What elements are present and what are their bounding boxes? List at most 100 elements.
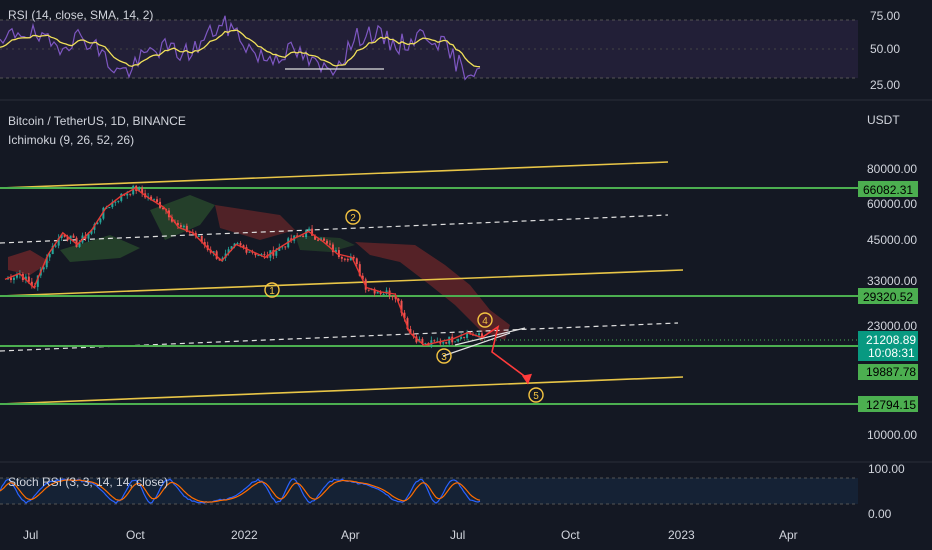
price-candles [6, 184, 483, 349]
candle-body [403, 312, 406, 319]
mid-channel-line [0, 269, 684, 297]
candle-body [45, 257, 48, 268]
price-panel[interactable]: Bitcoin / TetherUS, 1D, BINANCE Ichimoku… [0, 113, 918, 442]
candle-body [364, 279, 367, 290]
candle-body [96, 222, 99, 225]
candle-body [194, 232, 197, 237]
candle-body [400, 300, 403, 313]
candle-body [215, 251, 218, 259]
candle-body [242, 245, 245, 248]
rsi-tick: 25.00 [870, 78, 900, 92]
price-tick: 80000.00 [867, 162, 917, 176]
candle-body [442, 342, 445, 344]
candle-body [278, 247, 281, 251]
candle-body [379, 292, 382, 294]
last-price-badge: 21208.89 10:08:31 [858, 331, 918, 361]
projection-arrowhead [522, 373, 532, 385]
candle-body [349, 256, 352, 261]
candle-body [311, 228, 314, 236]
svg-text:12794.15: 12794.15 [866, 398, 916, 412]
stoch-legend: Stoch RSI (3, 3, 14, 14, close) [8, 475, 168, 489]
rsi-line [0, 15, 481, 81]
candle-body [132, 185, 135, 195]
candle-body [245, 247, 248, 253]
last-price-value: 21208.89 [866, 333, 916, 347]
candle-body [433, 340, 436, 342]
rsi-tick: 75.00 [870, 9, 900, 23]
candle-body [156, 199, 159, 202]
candle-body [466, 332, 469, 338]
candle-body [69, 235, 72, 241]
wave-label-2[interactable]: 2 [345, 209, 361, 225]
candle-body [27, 276, 30, 282]
candle-body [343, 258, 346, 260]
time-tick: 2022 [231, 528, 258, 542]
time-tick: 2023 [668, 528, 695, 542]
candle-body [48, 254, 51, 258]
stoch-tick: 100.00 [868, 462, 905, 476]
lower-channel-line [0, 376, 684, 405]
candle-body [9, 277, 12, 280]
wave-label-4[interactable]: 4 [477, 312, 493, 328]
candle-body [382, 293, 385, 295]
candle-body [317, 239, 320, 241]
candle-body [185, 225, 188, 232]
time-tick: Jul [450, 528, 465, 542]
time-tick: Apr [779, 528, 798, 542]
candle-body [406, 318, 409, 329]
candle-body [358, 264, 361, 276]
candle-body [254, 252, 257, 256]
candle-body [150, 196, 153, 201]
wave-label-1[interactable]: 1 [264, 282, 280, 298]
candle-body [302, 235, 305, 238]
rsi-panel[interactable]: RSI (14, close, SMA, 14, 2) 75.00 50.00 … [0, 8, 900, 92]
candle-body [30, 281, 33, 287]
candle-body [355, 258, 358, 265]
time-tick: Apr [341, 528, 360, 542]
candle-body [51, 245, 54, 255]
time-axis[interactable]: Jul Oct 2022 Apr Jul Oct 2023 Apr [23, 528, 798, 542]
candle-body [314, 235, 317, 240]
candle-body [373, 289, 376, 294]
candle-body [367, 289, 370, 291]
candle-body [138, 187, 141, 191]
svg-text:4: 4 [482, 316, 488, 327]
svg-text:1: 1 [269, 286, 275, 297]
candle-body [57, 238, 60, 246]
candle-body [391, 296, 394, 298]
wave-label-3[interactable]: 3 [436, 348, 452, 364]
stoch-rsi-panel[interactable]: Stoch RSI (3, 3, 14, 14, close) 100.00 0… [0, 462, 905, 521]
candle-body [212, 251, 215, 253]
candle-body [203, 242, 206, 246]
candle-body [394, 296, 397, 299]
candle-body [478, 333, 481, 336]
candle-body [24, 276, 27, 281]
candle-body [114, 201, 117, 203]
candle-body [328, 243, 331, 245]
candle-body [36, 275, 39, 287]
candle-body [272, 250, 275, 256]
candle-body [179, 225, 182, 228]
candle-body [87, 233, 90, 239]
candle-body [72, 235, 75, 238]
candle-body [60, 234, 63, 239]
currency-label: USDT [867, 113, 900, 127]
candle-body [200, 235, 203, 243]
candle-body [322, 238, 325, 241]
candle-body [233, 243, 236, 247]
candle-body [153, 199, 156, 201]
candle-body [120, 193, 123, 201]
wave-label-5[interactable]: 5 [528, 387, 544, 403]
svg-text:5: 5 [533, 391, 539, 402]
candle-body [78, 242, 81, 247]
upper-dashed-midline [0, 214, 669, 244]
candle-body [260, 254, 263, 256]
candle-body [182, 225, 185, 228]
candle-body [334, 250, 337, 253]
price-tick: 60000.00 [867, 197, 917, 211]
rsi-tick: 50.00 [870, 42, 900, 56]
candle-body [460, 336, 463, 340]
candle-body [397, 298, 400, 301]
